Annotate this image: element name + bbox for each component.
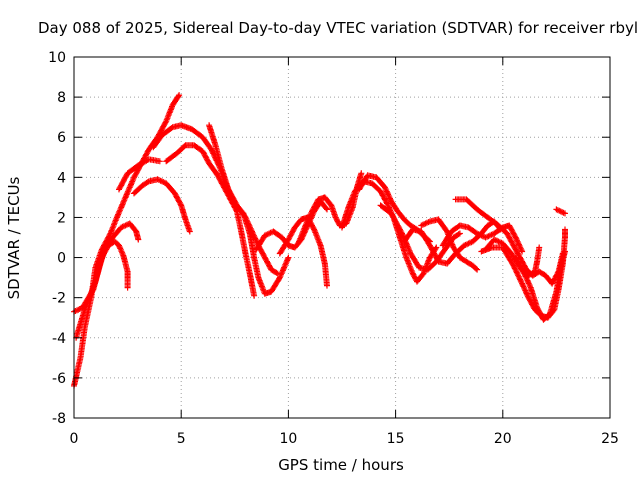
y-tick-label: -4 (52, 331, 66, 347)
series-markers (71, 220, 142, 315)
y-tick-label: -8 (52, 411, 66, 427)
chart-title: Day 088 of 2025, Sidereal Day-to-day VTE… (38, 19, 638, 37)
y-tick-label: 4 (57, 170, 66, 186)
series-arc-7 (163, 142, 258, 299)
axes (73, 56, 611, 419)
y-tick-label: -2 (52, 291, 66, 307)
x-tick-label: 25 (601, 431, 619, 447)
grid-lines (74, 57, 610, 418)
y-ticks: -8 -6 -4 -2 0 2 4 6 8 10 (48, 50, 610, 427)
y-tick-label: 6 (57, 130, 66, 146)
y-tick-label: 10 (48, 50, 66, 66)
series-markers (163, 142, 258, 299)
series-arc-3 (71, 220, 142, 315)
y-tick-label: 8 (57, 90, 66, 106)
x-tick-label: 0 (70, 431, 79, 447)
y-axis-title: SDTVAR / TECUs (5, 176, 23, 299)
series-arc-4 (116, 156, 163, 193)
x-axis-title: GPS time / hours (278, 456, 404, 474)
series-markers (71, 92, 183, 389)
series-markers (553, 206, 568, 217)
y-tick-label: -6 (52, 371, 66, 387)
x-tick-label: 10 (279, 431, 297, 447)
x-tick-label: 15 (387, 431, 405, 447)
series-arc-5 (131, 176, 193, 235)
series-markers (116, 156, 163, 193)
series-markers (478, 226, 568, 321)
data-series (71, 92, 568, 389)
series-markers (512, 244, 543, 279)
series-arc-21 (512, 244, 543, 279)
series-arc-1 (71, 92, 183, 389)
x-tick-label: 5 (177, 431, 186, 447)
series-markers (131, 176, 193, 235)
series-arc-20 (478, 226, 568, 321)
series-arc-22 (553, 206, 568, 217)
y-tick-label: 2 (57, 210, 66, 226)
x-tick-label: 20 (494, 431, 512, 447)
y-tick-label: 0 (57, 251, 66, 267)
plot-frame (73, 56, 611, 419)
x-ticks: 0 5 10 15 20 25 (70, 57, 619, 447)
